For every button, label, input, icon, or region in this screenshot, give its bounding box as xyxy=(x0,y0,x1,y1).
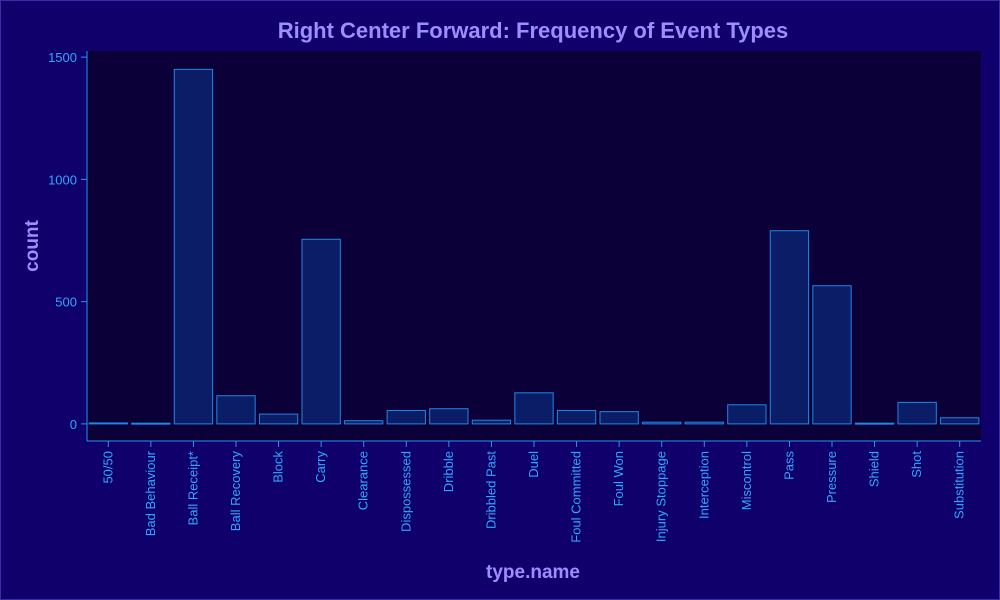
bar-carry xyxy=(301,238,341,425)
x-tick-label: Ball Receipt* xyxy=(185,451,200,525)
bar-pass xyxy=(769,230,810,425)
x-tick-label: Dispossessed xyxy=(398,451,413,532)
x-tick-label: Ball Recovery xyxy=(228,451,243,532)
y-axis: 0 500 1000 1500 xyxy=(48,50,88,441)
x-tick-label: Clearance xyxy=(356,451,371,510)
bars-group xyxy=(88,68,980,425)
x-tick-label: Bad Behaviour xyxy=(143,450,158,536)
bar-injury-stoppage xyxy=(642,421,682,425)
x-tick-label: Injury Stoppage xyxy=(654,451,669,542)
bar-dribbled-past xyxy=(471,419,512,425)
x-tick-label: Dribbled Past xyxy=(483,451,498,529)
bar-dispossessed xyxy=(386,409,426,425)
x-axis: 50/50 Bad Behaviour Ball Receipt* Ball Reco… xyxy=(87,440,981,543)
y-tick-label: 1500 xyxy=(48,50,77,65)
bar-pressure xyxy=(812,285,852,425)
x-tick-label: Foul Won xyxy=(611,451,626,506)
bar-dribble xyxy=(429,408,469,425)
x-tick-label: Substitution xyxy=(952,451,967,519)
bar-miscontrol xyxy=(727,404,767,425)
x-tick-label: Dribble xyxy=(441,451,456,492)
bar-block xyxy=(258,413,299,425)
y-tick-label: 1000 xyxy=(48,172,77,187)
bar-foul-won xyxy=(599,411,639,425)
x-tick-label: Foul Committed xyxy=(569,451,584,543)
x-tick-label: Pressure xyxy=(824,451,839,503)
bar-substitution xyxy=(940,417,980,425)
bar-ball-receipt- xyxy=(173,68,214,425)
x-tick-label: Pass xyxy=(781,451,796,480)
x-tick-label: Carry xyxy=(313,451,328,483)
x-tick-label: Shot xyxy=(909,451,924,478)
bar-50-50 xyxy=(88,422,128,425)
bar-shield xyxy=(854,422,895,425)
x-tick-label: Shield xyxy=(867,451,882,487)
x-tick-label: Duel xyxy=(526,451,541,478)
bar-duel xyxy=(514,392,554,425)
bar-interception xyxy=(684,421,724,425)
x-axis-title: type.name xyxy=(486,562,580,583)
y-axis-title: count xyxy=(22,219,43,271)
chart-title: Right Center Forward: Frequency of Event… xyxy=(278,18,789,43)
y-tick-label: 0 xyxy=(70,417,77,432)
x-tick-label: 50/50 xyxy=(100,451,115,484)
bar-ball-recovery xyxy=(216,395,256,425)
bar-foul-committed xyxy=(556,409,597,425)
bar-bad-behaviour xyxy=(131,422,171,425)
y-tick-label: 500 xyxy=(55,295,77,310)
x-tick-label: Interception xyxy=(696,451,711,519)
x-tick-label: Miscontrol xyxy=(739,451,754,510)
bar-shot xyxy=(897,401,937,425)
x-tick-label: Block xyxy=(271,451,286,483)
bar-clearance xyxy=(344,420,384,425)
